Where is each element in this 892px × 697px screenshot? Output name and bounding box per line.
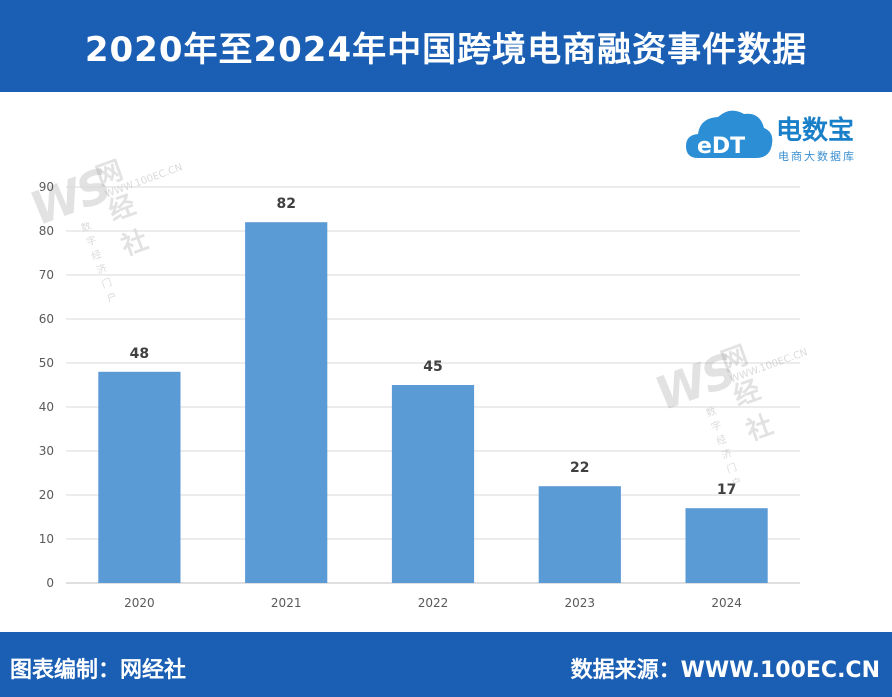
y-tick-label: 50 — [39, 356, 54, 370]
x-tick-label: 2021 — [271, 596, 302, 610]
x-tick-label: 2024 — [711, 596, 742, 610]
bar — [538, 486, 621, 583]
edt-logo: eDT 电数宝 电商大数据库 — [684, 104, 884, 174]
header-banner: 2020年至2024年中国跨境电商融资事件数据 — [0, 0, 892, 92]
y-tick-label: 0 — [46, 576, 54, 590]
logo-mark-text: eDT — [697, 134, 745, 159]
x-tick-label: 2022 — [418, 596, 449, 610]
bar — [98, 371, 181, 583]
y-tick-label: 70 — [39, 268, 54, 282]
footer-banner: 图表编制：网经社 数据来源：WWW.100EC.CN — [0, 632, 892, 697]
y-tick-label: 10 — [39, 532, 54, 546]
y-tick-label: 90 — [39, 180, 54, 194]
bar — [245, 222, 328, 583]
y-tick-label: 30 — [39, 444, 54, 458]
y-tick-label: 20 — [39, 488, 54, 502]
data-source: 数据来源：WWW.100EC.CN — [570, 658, 880, 683]
data-label: 17 — [717, 482, 736, 498]
x-tick-label: 2020 — [124, 596, 155, 610]
data-label: 82 — [276, 196, 295, 212]
x-tick-label: 2023 — [565, 596, 596, 610]
data-label: 45 — [423, 359, 442, 375]
chart-credit: 图表编制：网经社 — [10, 658, 187, 683]
cloud-icon: eDT — [686, 110, 773, 159]
logo-brand: 电数宝 — [776, 116, 855, 146]
y-tick-label: 40 — [39, 400, 54, 414]
y-tick-label: 60 — [39, 312, 54, 326]
y-tick-label: 80 — [39, 224, 54, 238]
data-label: 48 — [130, 346, 149, 362]
bar-chart: 0 10 20 30 40 50 60 70 80 90 48 2020 82 2021 45 2022 22 2… — [39, 180, 800, 610]
bar — [391, 385, 475, 583]
page-title: 2020年至2024年中国跨境电商融资事件数据 — [84, 29, 808, 70]
bar — [685, 508, 768, 583]
logo-subtitle: 电商大数据库 — [778, 150, 856, 163]
data-label: 22 — [570, 460, 589, 476]
